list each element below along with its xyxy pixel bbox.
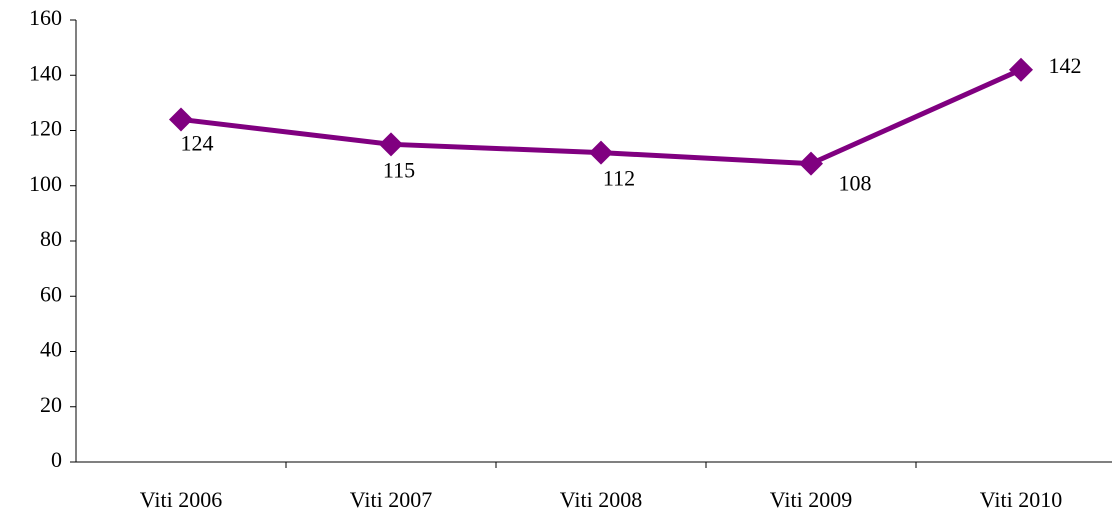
- marker: [169, 107, 193, 132]
- x-tick-label: Viti 2008: [560, 487, 642, 512]
- data-label: 108: [839, 171, 872, 196]
- y-tick-label: 160: [29, 5, 62, 30]
- data-label: 112: [603, 166, 635, 191]
- x-tick-label: Viti 2009: [770, 487, 852, 512]
- x-tick-label: Viti 2007: [350, 487, 432, 512]
- y-tick-label: 140: [29, 60, 62, 85]
- y-tick-label: 0: [51, 447, 62, 472]
- y-tick-label: 100: [29, 171, 62, 196]
- x-tick-label: Viti 2006: [140, 487, 222, 512]
- marker: [589, 140, 613, 165]
- y-tick-label: 40: [40, 337, 62, 362]
- x-tick-label: Viti 2010: [980, 487, 1062, 512]
- marker: [379, 132, 403, 157]
- y-tick-label: 60: [40, 281, 62, 306]
- marker: [1009, 57, 1033, 82]
- y-tick-label: 80: [40, 226, 62, 251]
- y-tick-label: 120: [29, 116, 62, 141]
- data-label: 142: [1049, 53, 1082, 78]
- data-label: 124: [181, 130, 214, 155]
- data-label: 115: [383, 157, 415, 182]
- y-tick-label: 20: [40, 392, 62, 417]
- marker: [799, 151, 823, 176]
